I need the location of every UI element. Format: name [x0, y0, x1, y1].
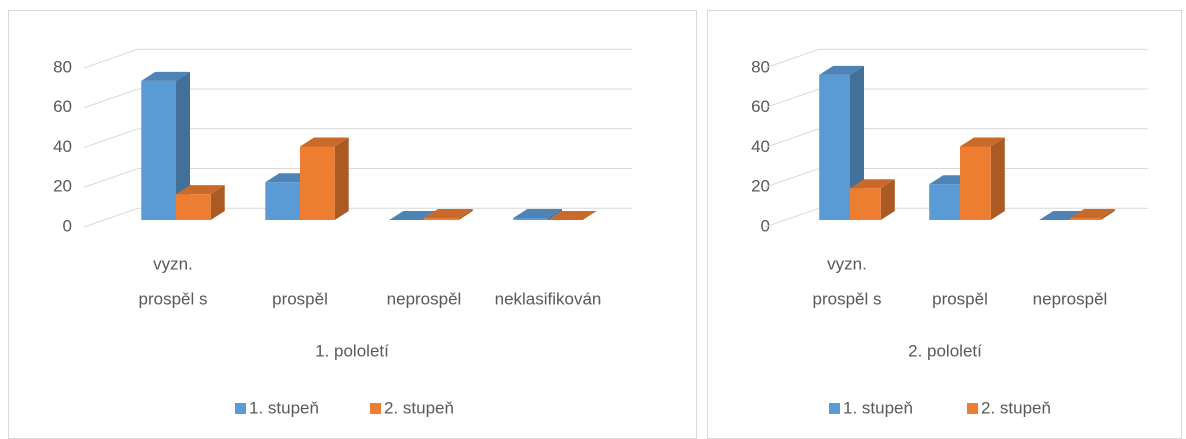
- grid-line-side: [764, 207, 820, 228]
- chart-frame: [707, 10, 1182, 439]
- y-tick-label: 40: [53, 137, 72, 156]
- x-axis-title: 1. pololetí: [315, 341, 389, 360]
- grid-line-side: [83, 48, 139, 69]
- bar-top: [819, 65, 864, 75]
- bar: [265, 182, 300, 220]
- bar-side: [176, 71, 190, 220]
- y-tick-label: 80: [751, 57, 770, 76]
- bar-top: [960, 137, 1005, 147]
- x-tick-label: neklasifikován: [495, 289, 602, 308]
- x-tick-label: prospěl s: [139, 289, 208, 308]
- bar-side: [458, 209, 473, 220]
- bar-top: [548, 211, 597, 220]
- bar: [141, 80, 176, 220]
- y-tick-label: 0: [761, 216, 770, 235]
- grid-line-side: [764, 48, 820, 69]
- grid-line-side: [764, 128, 820, 148]
- chart-frame: [8, 10, 697, 439]
- bar: [1070, 218, 1101, 220]
- legend-label: 1. stupeň: [249, 398, 319, 417]
- x-tick-label: vyzn.: [153, 254, 193, 273]
- bar: [176, 194, 211, 220]
- bar-side: [1100, 209, 1115, 220]
- legend-swatch: [370, 403, 381, 414]
- y-tick-label: 60: [751, 97, 770, 116]
- x-tick-label: neprospěl: [1033, 289, 1108, 308]
- bar-top: [141, 71, 190, 81]
- y-tick-label: 20: [751, 177, 770, 196]
- x-tick-label: vyzn.: [827, 254, 867, 273]
- bar-top: [300, 137, 349, 147]
- y-tick-label: 80: [53, 57, 72, 76]
- bar-top: [1070, 209, 1115, 219]
- bar-side: [880, 179, 895, 220]
- bar-side: [990, 137, 1005, 220]
- y-tick-label: 40: [751, 137, 770, 156]
- grid-line-side: [764, 88, 820, 109]
- grid-line-side: [83, 128, 139, 148]
- y-tick-label: 0: [63, 216, 72, 235]
- legend-swatch: [829, 403, 840, 414]
- bar: [819, 74, 850, 220]
- bar: [300, 146, 335, 220]
- x-axis-title: 2. pololetí: [908, 341, 982, 360]
- x-tick-label: prospěl s: [813, 289, 882, 308]
- bar-top: [424, 209, 473, 219]
- grid-line-side: [83, 168, 139, 188]
- bar: [850, 188, 881, 220]
- legend-label: 2. stupeň: [981, 398, 1051, 417]
- bar: [960, 146, 991, 220]
- bar-side: [334, 137, 349, 220]
- x-tick-label: neprospěl: [387, 289, 462, 308]
- y-tick-label: 60: [53, 97, 72, 116]
- bar-top: [176, 185, 225, 195]
- legend-label: 2. stupeň: [384, 398, 454, 417]
- bar-side: [548, 209, 562, 220]
- bar-side: [210, 185, 225, 220]
- legend-swatch: [967, 403, 978, 414]
- bar: [424, 218, 459, 220]
- legend-label: 1. stupeň: [843, 398, 913, 417]
- bar: [513, 218, 548, 220]
- grid-line-side: [83, 207, 139, 228]
- bar: [929, 184, 960, 220]
- grid-line-side: [83, 88, 139, 109]
- x-tick-label: prospěl: [272, 289, 328, 308]
- grid-line-side: [764, 168, 820, 188]
- y-tick-label: 20: [53, 177, 72, 196]
- bar-top: [513, 209, 562, 219]
- bar-top: [850, 179, 895, 189]
- x-tick-label: prospěl: [932, 289, 988, 308]
- legend-swatch: [235, 403, 246, 414]
